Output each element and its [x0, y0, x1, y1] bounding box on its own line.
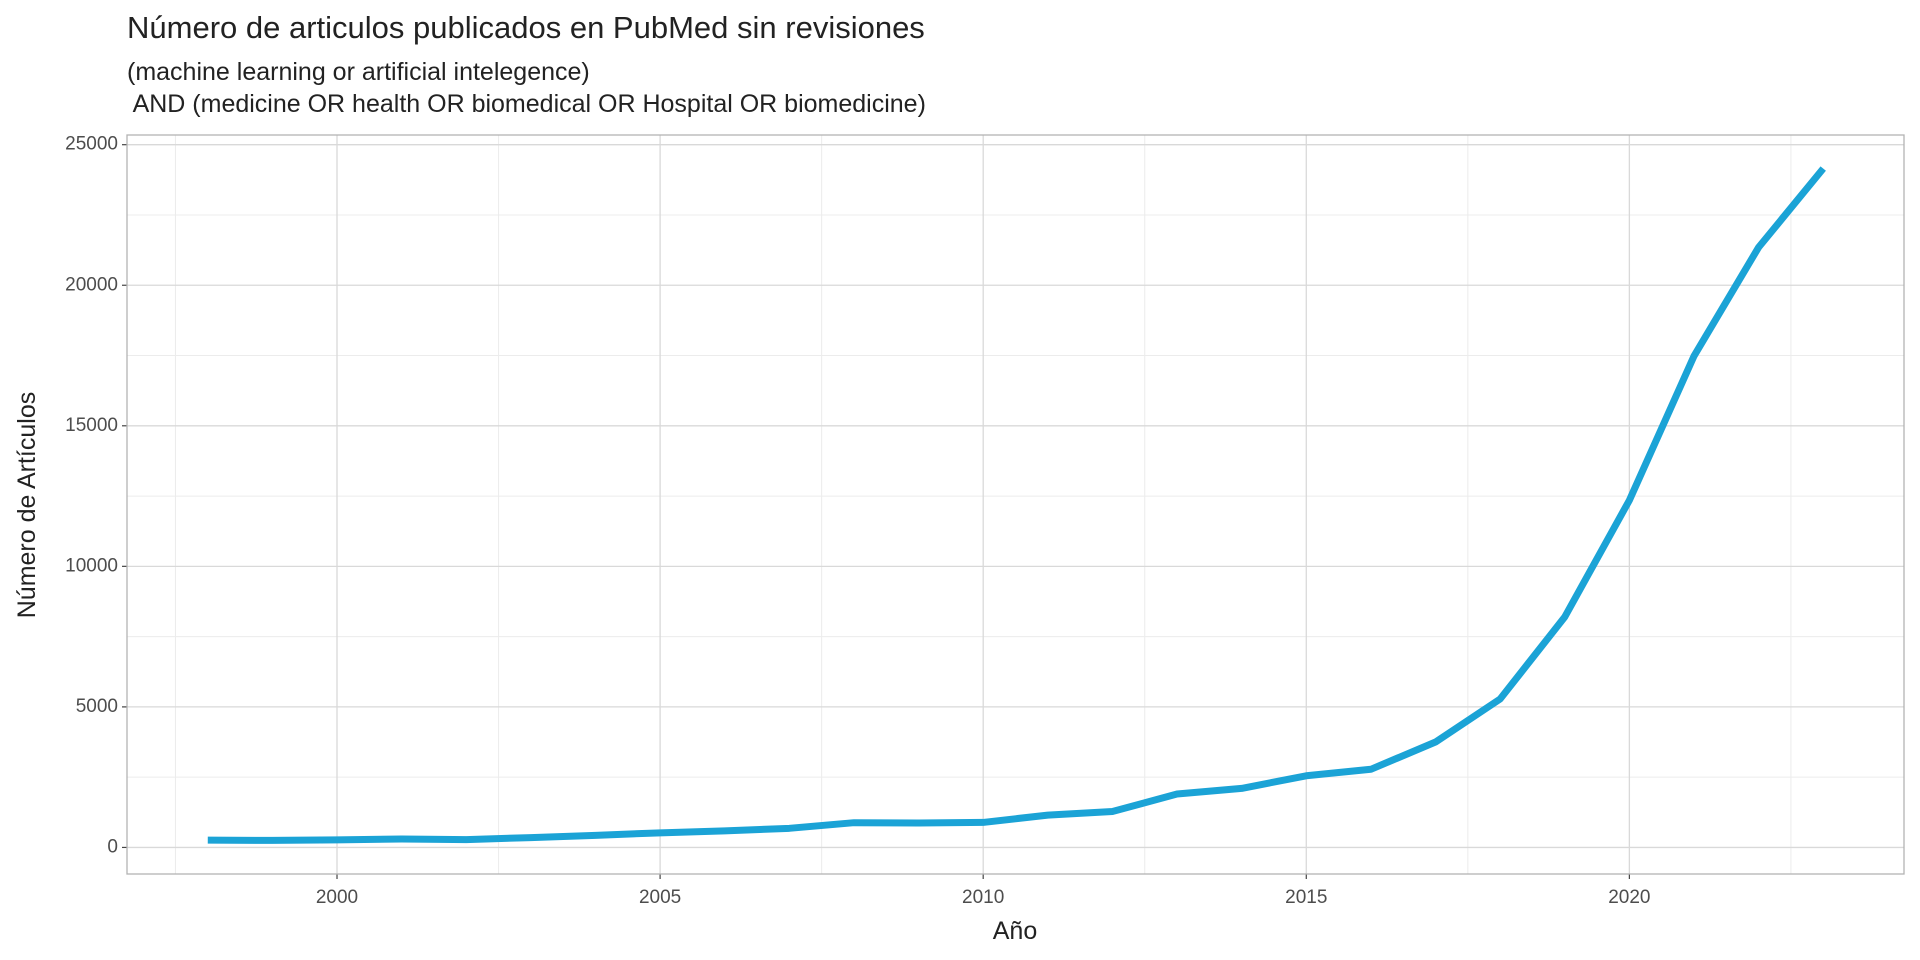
chart-subtitle: (machine learning or artificial intelege… — [127, 58, 590, 86]
x-tick-label: 2010 — [962, 887, 1004, 908]
panel-border — [126, 134, 1905, 875]
data-line — [207, 166, 1826, 844]
x-tick-label: 2000 — [316, 887, 358, 908]
y-tick-label: 10000 — [65, 555, 118, 576]
chart-title: Número de articulos publicados en PubMed… — [127, 10, 925, 45]
chart-subtitle: AND (medicine OR health OR biomedical OR… — [127, 90, 926, 118]
y-tick-label: 15000 — [65, 415, 118, 436]
x-axis-label: Año — [993, 917, 1037, 945]
x-tick-label: 2005 — [639, 887, 681, 908]
y-tick-label: 5000 — [76, 696, 118, 717]
y-tick-label: 25000 — [65, 134, 118, 155]
y-axis-label: Número de Artículos — [13, 392, 41, 619]
y-tick-label: 0 — [107, 836, 118, 857]
x-tick-label: 2020 — [1608, 887, 1650, 908]
y-tick-label: 20000 — [65, 274, 118, 295]
x-tick-label: 2015 — [1285, 887, 1327, 908]
